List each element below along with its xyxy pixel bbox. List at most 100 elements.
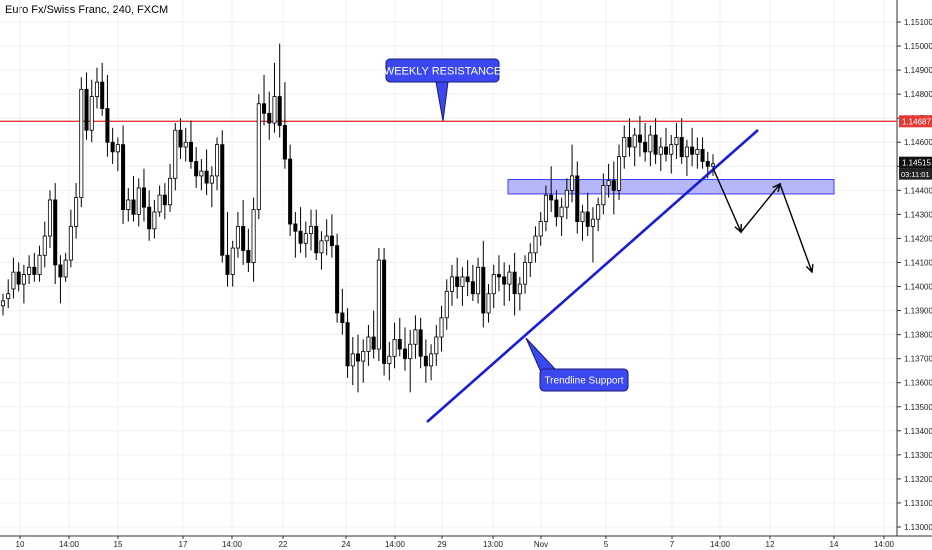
candle-body — [366, 336, 371, 352]
candle — [324, 219, 329, 256]
x-tick-label: 5 — [604, 540, 609, 549]
candle-body — [21, 274, 26, 285]
candle-body — [611, 180, 616, 191]
candle — [225, 211, 230, 287]
candle-body — [209, 175, 214, 184]
candle — [126, 187, 131, 222]
candle — [27, 255, 32, 285]
candle-body — [658, 146, 663, 155]
candle-body — [669, 144, 674, 155]
candle — [710, 154, 716, 176]
y-tick-label: 1.13300 — [904, 451, 932, 460]
candle-body — [663, 146, 669, 155]
candle — [637, 115, 642, 157]
candle-body — [512, 271, 517, 295]
resistance-price-label: 1.14687 — [902, 117, 931, 126]
candle-body — [700, 149, 705, 162]
candle — [282, 82, 287, 169]
candle — [429, 344, 434, 381]
candle-body — [371, 336, 376, 350]
candle-body — [402, 348, 408, 360]
candle — [37, 245, 42, 282]
x-tick-label: 24 — [342, 540, 351, 549]
candle — [63, 252, 68, 282]
candle — [507, 264, 512, 301]
chart-title: Euro Fx/Swiss Franc, 240, FXCM — [5, 4, 169, 16]
candle-body — [523, 262, 528, 285]
candle-body — [68, 226, 73, 261]
candle — [235, 211, 240, 258]
candle-body — [423, 355, 428, 367]
candle-body — [335, 245, 340, 314]
x-tick-label: 14:00 — [222, 540, 243, 549]
candle-body — [105, 108, 110, 143]
candle — [543, 185, 548, 232]
candle-body — [53, 199, 58, 266]
candle-body — [580, 211, 585, 222]
candle — [303, 221, 308, 258]
candle — [100, 62, 105, 116]
candle — [570, 144, 575, 203]
candle — [538, 211, 543, 246]
candle — [293, 211, 298, 258]
candle-body — [705, 161, 710, 167]
candle-body — [178, 129, 183, 148]
candle — [690, 127, 695, 167]
candle-body — [162, 194, 167, 206]
candle — [204, 149, 209, 196]
x-tick-label: 14:00 — [874, 540, 895, 549]
candle — [413, 315, 418, 359]
resistance-price-badge — [899, 115, 932, 128]
candle — [262, 74, 267, 126]
candle — [397, 317, 402, 357]
candle-body — [449, 276, 454, 292]
candle-body — [632, 134, 637, 148]
candle — [376, 248, 381, 362]
candle — [523, 255, 528, 294]
y-tick-label: 1.13500 — [904, 403, 932, 412]
candle — [564, 178, 569, 220]
countdown-label: 03:11:01 — [901, 170, 930, 179]
candle — [141, 168, 146, 222]
candle — [695, 137, 700, 169]
candle-body — [173, 129, 178, 179]
countdown-badge — [899, 168, 932, 180]
candle — [679, 118, 684, 164]
candle-body — [517, 283, 522, 295]
candle-body — [225, 254, 230, 275]
y-tick-label: 1.14600 — [904, 138, 932, 147]
candle — [366, 325, 371, 366]
candle-body — [136, 187, 141, 215]
candle — [162, 183, 167, 220]
x-tick-label: 15 — [114, 540, 123, 549]
candle — [423, 339, 428, 383]
candle-body — [126, 199, 131, 210]
candle-body — [199, 170, 204, 177]
candle — [345, 308, 350, 378]
candle-body — [47, 199, 53, 237]
candle — [173, 123, 178, 191]
candle-body — [622, 137, 627, 158]
candle-body — [408, 343, 413, 360]
candle — [147, 190, 152, 241]
support-zone-rect — [507, 179, 835, 195]
candle-body — [413, 329, 418, 345]
candle-body — [100, 81, 105, 109]
candle-body — [147, 206, 152, 230]
candle-body — [554, 199, 559, 218]
candle-body — [648, 134, 653, 153]
candle-body — [502, 276, 507, 285]
candle — [68, 209, 73, 268]
candle-body — [220, 144, 225, 256]
candle-body — [481, 266, 486, 314]
candle — [674, 123, 679, 160]
candle-body — [559, 206, 564, 218]
candle-body — [110, 141, 115, 153]
candle — [319, 231, 324, 270]
candle — [549, 166, 554, 212]
candle — [617, 144, 622, 200]
candle-body — [679, 137, 684, 158]
candle-body — [345, 322, 350, 367]
candle-body — [496, 274, 501, 278]
